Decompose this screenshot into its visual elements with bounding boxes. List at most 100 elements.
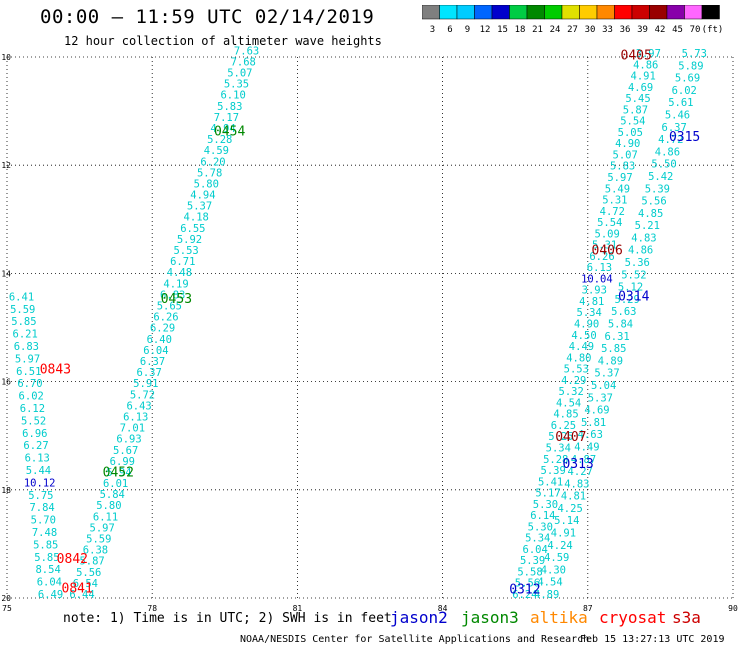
wave-height-value: 6.41 <box>9 291 34 303</box>
wave-height-value: 5.97 <box>90 522 115 534</box>
wave-height-value: 6.02 <box>19 391 44 403</box>
wave-height-value: 5.94 <box>106 467 131 479</box>
colorbar-label: 27 <box>567 25 578 35</box>
colorbar-swatch <box>701 5 720 20</box>
y-tick-label: -14 <box>0 269 11 278</box>
wave-height-value: 4.90 <box>574 319 599 331</box>
wave-height-value: 5.09 <box>595 228 620 240</box>
wave-height-value: 5.45 <box>625 93 650 105</box>
colorbar-label: 12 <box>480 25 491 35</box>
wave-height-value: 4.80 <box>566 352 591 364</box>
wave-height-value: 4.54 <box>556 397 581 409</box>
wave-height-value: 5.37 <box>187 201 212 213</box>
wave-height-value: 4.86 <box>628 245 653 257</box>
wave-height-value: 5.34 <box>525 533 550 545</box>
wave-height-value: 6.02 <box>672 85 697 97</box>
wave-height-value: 5.59 <box>10 304 35 316</box>
wave-height-value: 5.53 <box>173 245 198 257</box>
x-tick-label: 81 <box>293 604 303 613</box>
y-tick-label: -10 <box>0 53 11 62</box>
wave-height-value: 5.69 <box>675 73 700 85</box>
pass-time-label: 0454 <box>214 124 245 139</box>
wave-height-value: 5.36 <box>625 257 650 269</box>
wave-height-value: 5.29 <box>615 294 640 306</box>
wave-height-value: 6.37 <box>662 122 687 134</box>
wave-height-value: 4.81 <box>561 491 586 503</box>
wave-height-value: 4.29 <box>561 375 586 387</box>
legend-s3a: s3a <box>672 608 701 627</box>
wave-height-value: 5.54 <box>620 116 645 128</box>
colorbar-label: 9 <box>465 25 470 35</box>
colorbar-label: 24 <box>550 25 561 35</box>
pass-time-label: 0842 <box>57 552 88 567</box>
wave-height-value: 7.68 <box>231 56 256 68</box>
colorbar-label: 3 <box>430 25 435 35</box>
wave-height-value: 7.01 <box>120 423 145 435</box>
wave-height-value: 5.56 <box>515 578 540 590</box>
wave-height-value: 5.67 <box>113 445 138 457</box>
wave-height-value: 4.90 <box>615 138 640 150</box>
wave-height-value: 6.13 <box>587 262 612 274</box>
y-tick-label: -12 <box>0 161 11 170</box>
wave-height-value: 4.72 <box>600 206 625 218</box>
wave-height-value: 4.63 <box>578 429 603 441</box>
colorbar-label: 39 <box>637 25 648 35</box>
wave-height-value: 6.04 <box>143 345 168 357</box>
wave-height-value: 5.37 <box>594 368 619 380</box>
wave-height-value: 3.97 <box>636 48 661 60</box>
colorbar-label: 70 <box>690 25 701 35</box>
colorbar-label: 15 <box>497 25 508 35</box>
wave-height-value: 5.85 <box>33 539 58 551</box>
y-tick-label: -18 <box>0 486 11 495</box>
wave-height-value: 4.87 <box>571 454 596 466</box>
x-tick-label: 75 <box>2 604 12 613</box>
wave-height-value: 6.04 <box>37 577 62 589</box>
wave-height-value: 6.51 <box>16 366 41 378</box>
y-tick-label: -16 <box>0 378 11 387</box>
wave-height-value: 4.86 <box>633 59 658 71</box>
wave-height-value: 5.61 <box>668 97 693 109</box>
legend-jason3: jason3 <box>461 608 519 627</box>
wave-height-value: 6.27 <box>23 440 48 452</box>
wave-height-value: 10.12 <box>24 477 56 489</box>
wave-height-value: 5.17 <box>535 488 560 500</box>
wave-height-value: 5.54 <box>597 217 622 229</box>
pass-time-label: 0843 <box>40 362 71 377</box>
wave-height-value: 5.39 <box>541 465 566 477</box>
wave-height-value: 4.85 <box>638 208 663 220</box>
wave-height-value: 4.81 <box>579 296 604 308</box>
colorbar-label: 45 <box>672 25 683 35</box>
wave-height-value: 6.26 <box>153 312 178 324</box>
wave-height-value: 4.89 <box>598 355 623 367</box>
wave-height-value: 5.28 <box>207 134 232 146</box>
colorbar-label: 30 <box>585 25 596 35</box>
wave-height-value: 5.84 <box>608 319 633 331</box>
pass-time-label: 0452 <box>103 465 134 480</box>
colorbar-label: 6 <box>447 25 452 35</box>
wave-height-value: 5.85 <box>11 316 36 328</box>
wave-height-value: 6.43 <box>126 400 151 412</box>
wave-height-value: 5.75 <box>28 490 53 502</box>
wave-height-value: 5.28 <box>543 454 568 466</box>
wave-height-value: 4.49 <box>569 341 594 353</box>
colorbar-label: 36 <box>620 25 631 35</box>
pass-time-label: 0406 <box>592 243 623 258</box>
wave-height-value: 4.49 <box>574 441 599 453</box>
wave-height-value: 8.54 <box>35 564 60 576</box>
wave-height-value: 5.30 <box>528 521 553 533</box>
wave-height-value: 7.17 <box>214 112 239 124</box>
wave-height-value: 5.73 <box>682 48 707 60</box>
wave-height-value: 6.14 <box>530 510 555 522</box>
wave-height-value: 5.50 <box>651 159 676 171</box>
wave-height-value: 5.32 <box>559 386 584 398</box>
wave-height-value: 6.25 <box>551 420 576 432</box>
wave-height-value: 5.78 <box>197 167 222 179</box>
x-tick-label: 87 <box>583 604 593 613</box>
wave-height-value: 10.04 <box>581 273 613 285</box>
wave-height-value: 6.13 <box>25 453 50 465</box>
wave-height-value: 7.84 <box>29 502 54 514</box>
wave-height-value: 5.59 <box>86 534 111 546</box>
wave-height-value: 4.72 <box>658 134 683 146</box>
wave-height-value: 5.34 <box>546 442 571 454</box>
wave-height-value: 6.12 <box>20 403 45 415</box>
